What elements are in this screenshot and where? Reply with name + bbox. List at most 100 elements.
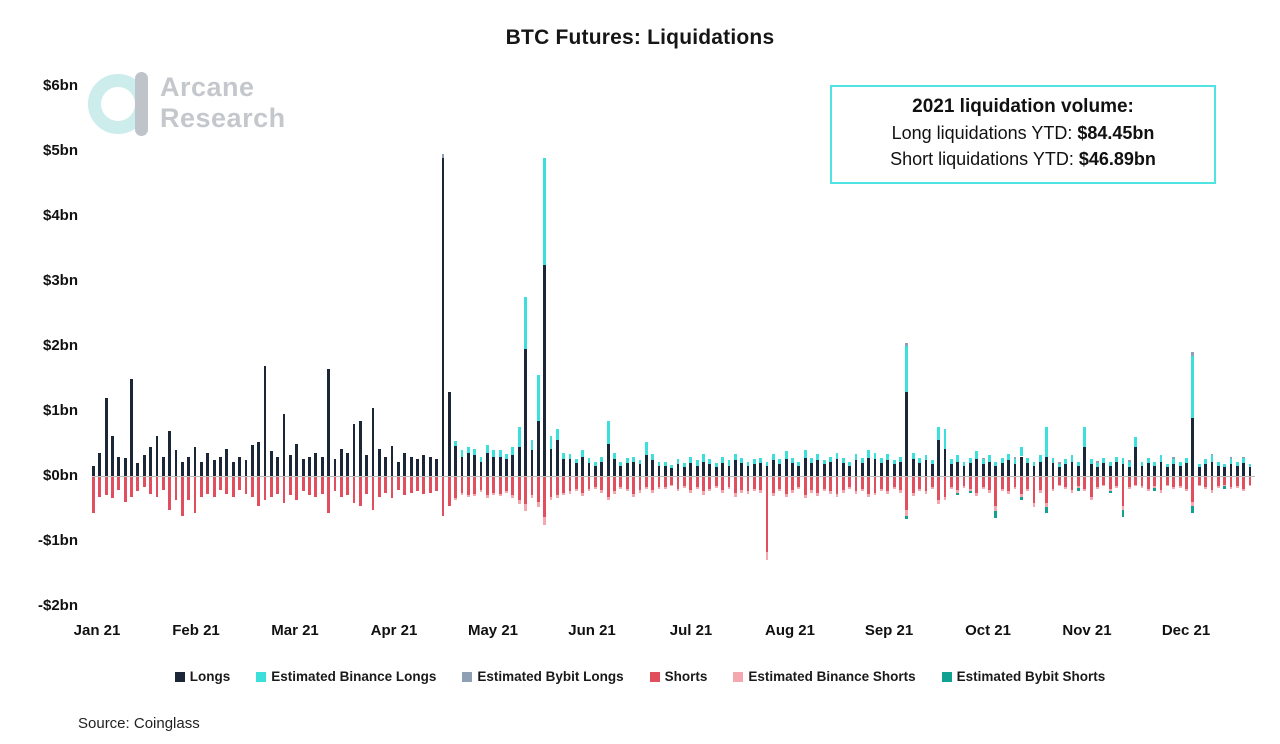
long-bar-segment	[517, 427, 521, 447]
short-bar-segment	[289, 477, 292, 496]
long-bar-segment	[702, 461, 705, 476]
long-bar-segment	[1064, 459, 1068, 465]
long-bar-segment	[473, 455, 477, 476]
long-bar-segment	[295, 443, 299, 476]
short-bar-segment	[397, 477, 400, 490]
long-bar-segment	[1013, 457, 1017, 460]
short-bar-segment	[1216, 486, 1220, 489]
long-bar-segment	[422, 455, 426, 476]
short-bar-segment	[1159, 477, 1163, 490]
short-bar-segment	[428, 477, 432, 493]
long-bar-segment	[657, 461, 661, 466]
short-bar-segment	[772, 492, 775, 496]
long-bar-segment	[746, 465, 750, 476]
short-bar-segment	[676, 488, 680, 492]
short-bar-segment	[1077, 486, 1080, 489]
long-bar-segment	[644, 442, 648, 456]
x-tick-label: Sep 21	[864, 622, 914, 639]
short-bar-segment	[1064, 477, 1068, 488]
short-bar-segment	[352, 477, 356, 503]
long-bar-segment	[670, 464, 674, 469]
short-bar-segment	[657, 477, 661, 487]
short-bar-segment	[1146, 488, 1150, 492]
long-bar-segment	[454, 446, 458, 476]
legend-swatch-icon	[256, 671, 267, 682]
short-bar-segment	[517, 499, 521, 504]
long-bar-segment	[1210, 453, 1214, 456]
short-bar-segment	[619, 477, 623, 487]
short-bar-segment	[689, 490, 693, 493]
long-bar-segment	[282, 414, 286, 476]
short-bar-segment	[111, 477, 114, 498]
long-bar-segment	[524, 349, 527, 476]
long-bar-segment	[663, 465, 667, 476]
y-tick-label: $1bn	[42, 402, 78, 419]
short-bar-segment	[269, 477, 273, 497]
long-bar-segment	[1166, 463, 1169, 467]
long-bar-segment	[587, 463, 591, 476]
short-bar-segment	[257, 477, 261, 507]
long-bar-segment	[943, 429, 947, 449]
long-bar-segment	[1077, 461, 1080, 466]
long-bar-segment	[797, 465, 801, 476]
long-bar-segment	[988, 455, 991, 462]
short-bar-segment	[1026, 488, 1029, 491]
long-bar-segment	[555, 440, 559, 476]
short-bar-segment	[683, 486, 686, 489]
legend-label: Estimated Bybit Shorts	[956, 669, 1106, 684]
x-tick-label: Jun 21	[568, 622, 616, 639]
short-bar-segment	[1178, 486, 1182, 489]
long-bar-segment	[733, 453, 737, 461]
long-bar-segment	[574, 463, 578, 476]
long-bar-segment	[511, 455, 515, 476]
long-bar-segment	[346, 452, 349, 476]
short-bar-segment	[969, 477, 972, 489]
long-bar-segment	[492, 456, 496, 476]
short-bar-segment	[136, 477, 140, 492]
long-bar-segment	[1185, 463, 1188, 476]
long-bar-segment	[498, 456, 502, 476]
long-bar-segment	[180, 461, 184, 476]
long-bar-segment	[594, 461, 597, 466]
long-bar-segment	[867, 457, 871, 476]
short-bar-segment	[505, 491, 508, 494]
short-bar-segment	[1045, 503, 1049, 507]
x-tick-label: Jul 21	[669, 622, 713, 639]
long-bar-segment	[600, 461, 604, 476]
long-bar-segment	[727, 465, 731, 476]
long-bar-segment	[1223, 463, 1227, 467]
long-bar-segment	[689, 456, 693, 463]
long-bar-segment	[486, 444, 489, 453]
long-bar-segment	[638, 460, 642, 465]
long-bar-segment	[937, 427, 941, 441]
long-bar-segment	[460, 456, 464, 476]
long-bar-segment	[886, 460, 890, 476]
x-tick-label: Feb 21	[172, 622, 220, 639]
short-bar-segment	[924, 491, 928, 494]
long-bar-segment	[555, 428, 559, 441]
short-bar-segment	[880, 477, 883, 489]
long-bar-segment	[1172, 459, 1176, 465]
short-bar-segment	[180, 477, 184, 516]
short-bar-segment	[454, 497, 458, 500]
long-bar-segment	[1197, 466, 1201, 476]
short-bar-segment	[1102, 477, 1106, 485]
long-bar-segment	[746, 461, 750, 466]
short-bar-segment	[473, 477, 477, 494]
short-bar-segment	[1235, 477, 1239, 487]
short-bar-segment	[854, 477, 858, 492]
long-bar-segment	[1191, 355, 1195, 418]
short-bar-segment	[1242, 488, 1246, 492]
short-bar-segment	[460, 477, 464, 493]
short-bar-segment	[1108, 491, 1112, 494]
short-bar-segment	[511, 477, 515, 496]
short-bar-segment	[746, 491, 750, 494]
long-bar-segment	[994, 461, 998, 466]
long-bar-segment	[1235, 461, 1239, 466]
short-bar-segment	[683, 477, 686, 487]
short-bar-segment	[174, 477, 178, 500]
short-bar-segment	[651, 477, 655, 490]
short-bar-segment	[981, 477, 985, 488]
long-bar-segment	[1185, 457, 1188, 463]
